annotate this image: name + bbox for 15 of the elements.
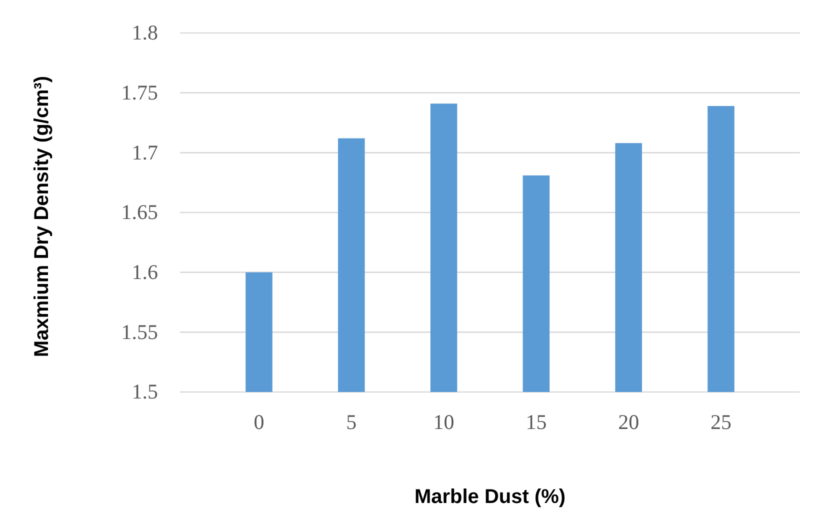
x-axis-title: Marble Dust (%) <box>414 486 566 508</box>
y-tick-label: 1.7 <box>132 140 158 164</box>
y-axis-title: Maxmium Dry Density (g/cm³) <box>31 76 53 358</box>
x-tick-label: 15 <box>526 410 547 434</box>
x-tick-label: 25 <box>710 410 732 434</box>
y-tick-label: 1.75 <box>121 80 158 105</box>
y-tick-label: 1.5 <box>132 380 158 404</box>
x-tick-label: 0 <box>254 410 264 434</box>
y-tick-label: 1.8 <box>132 20 158 45</box>
y-tick-label: 1.55 <box>121 320 158 344</box>
y-tick-label: 1.6 <box>132 260 158 284</box>
x-tick-label: 5 <box>346 410 357 434</box>
x-tick-label: 20 <box>618 410 640 434</box>
y-tick-label: 1.65 <box>121 200 158 224</box>
x-tick-label: 10 <box>433 410 454 434</box>
